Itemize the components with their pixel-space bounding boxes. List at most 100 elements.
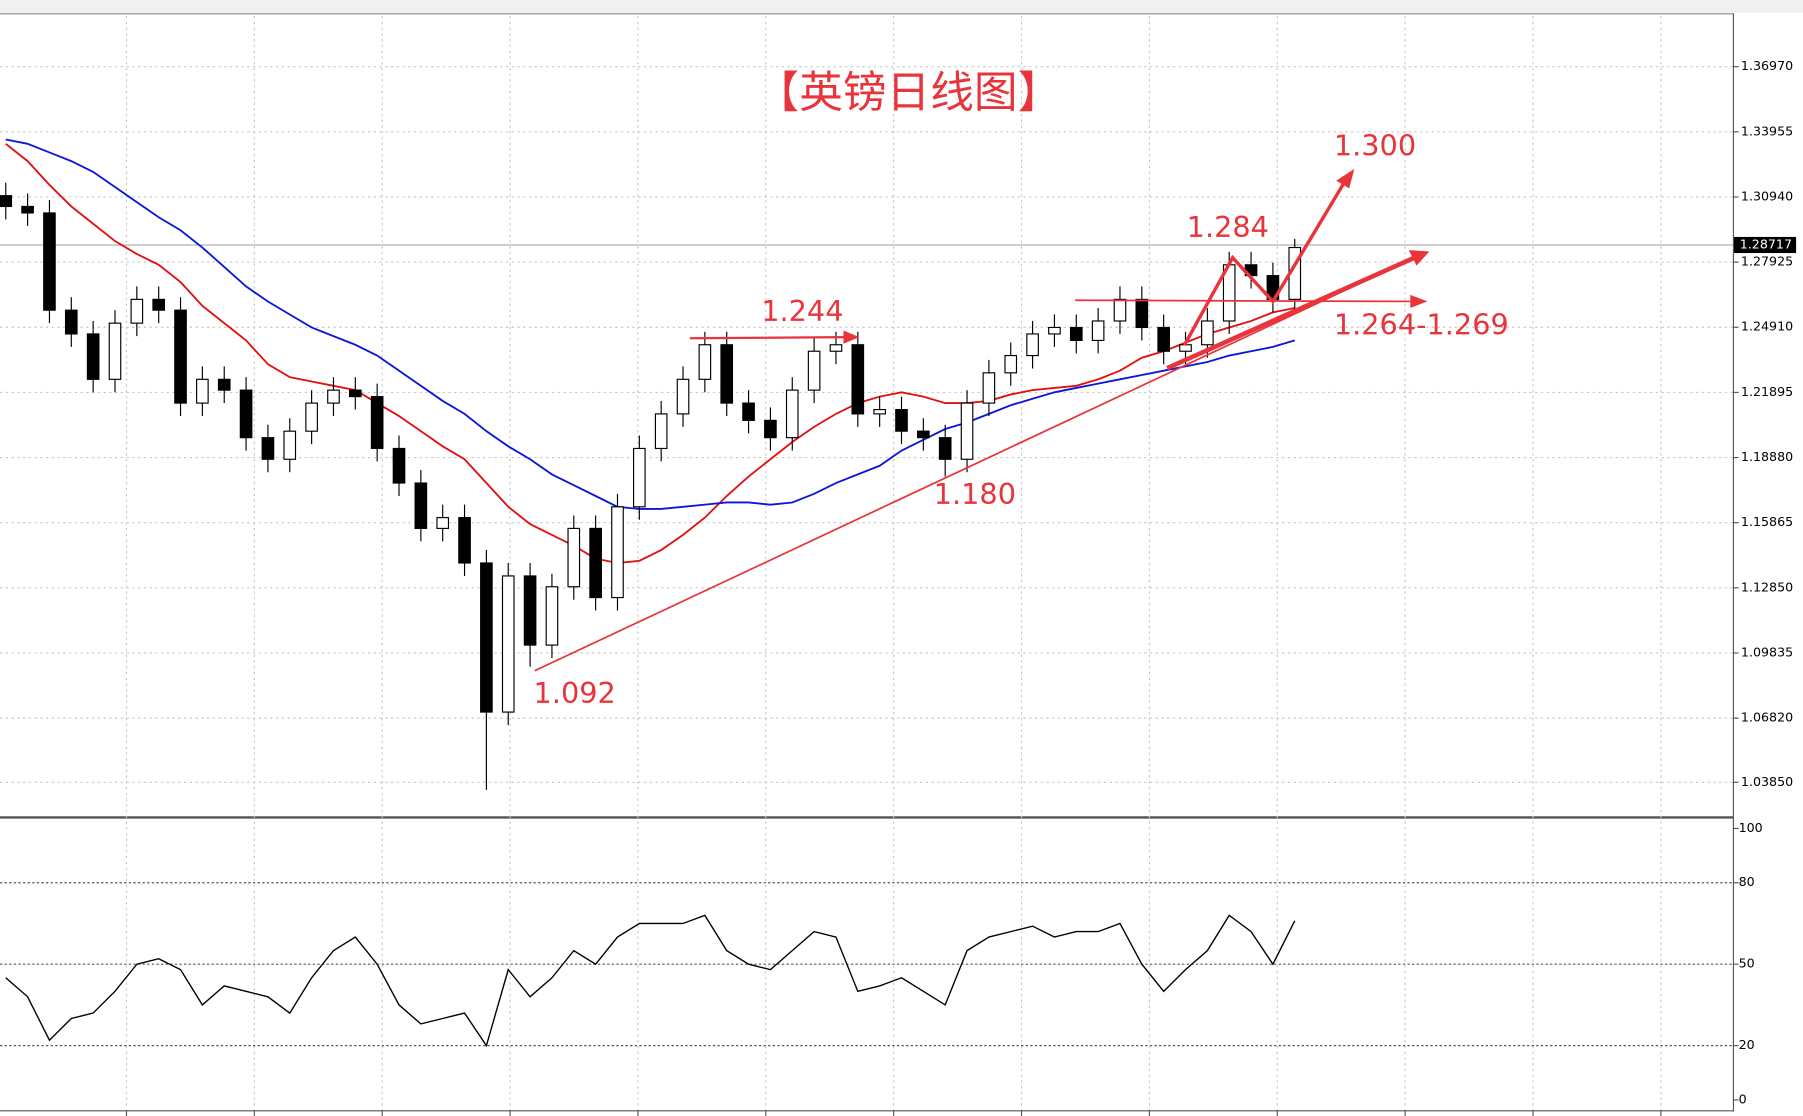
annotation: 1.300 bbox=[1334, 128, 1416, 162]
candle-body bbox=[1113, 298, 1127, 322]
candle-body bbox=[829, 344, 843, 352]
candle-body bbox=[1048, 326, 1061, 335]
y-tick-label: 1.18880 bbox=[1741, 449, 1793, 464]
candle-body bbox=[633, 447, 646, 508]
candle-body bbox=[108, 322, 122, 380]
candle-body bbox=[720, 344, 734, 404]
y-tick-label: 0 bbox=[1739, 1091, 1747, 1106]
candle-body bbox=[327, 389, 340, 404]
candle-body bbox=[1069, 326, 1083, 342]
vertical-grid bbox=[125, 16, 1662, 1116]
annotation: 1.264-1.269 bbox=[1334, 308, 1509, 342]
y-tick-label: 100 bbox=[1739, 820, 1763, 835]
current-price-box bbox=[1734, 236, 1797, 254]
candle-body bbox=[698, 344, 712, 380]
y-tick-label: 50 bbox=[1739, 956, 1755, 971]
candle-body bbox=[261, 437, 275, 460]
candle-body bbox=[807, 350, 821, 391]
candle-body bbox=[567, 527, 581, 588]
y-tick-label: 1.27925 bbox=[1741, 254, 1793, 269]
trend-line bbox=[1166, 255, 1416, 371]
candle-body bbox=[960, 402, 974, 460]
trend-lines bbox=[534, 168, 1430, 672]
plot bbox=[0, 138, 1302, 1048]
candle-body bbox=[589, 527, 602, 599]
y-tick-label: 1.33955 bbox=[1741, 123, 1793, 138]
moving-average bbox=[5, 138, 1296, 510]
candle-body bbox=[239, 389, 253, 439]
candle-body bbox=[1004, 354, 1018, 374]
candle-body bbox=[1201, 320, 1214, 346]
annotation: 1.180 bbox=[934, 477, 1016, 511]
top-bar bbox=[0, 0, 1803, 13]
candle-body bbox=[348, 389, 362, 398]
candle-body bbox=[501, 575, 515, 713]
y-tick-label: 20 bbox=[1739, 1037, 1755, 1052]
candle-body bbox=[742, 402, 755, 421]
arrow-head bbox=[843, 330, 860, 344]
y-tick-label: 1.24910 bbox=[1741, 319, 1793, 334]
candle-body bbox=[86, 333, 100, 380]
arrow-head bbox=[1336, 168, 1355, 189]
resistance-line bbox=[689, 335, 847, 340]
candle-body bbox=[1026, 333, 1039, 357]
projection bbox=[1182, 179, 1347, 346]
y-tick-label: 80 bbox=[1739, 874, 1755, 889]
candle-body bbox=[196, 378, 209, 404]
candle-body bbox=[436, 517, 450, 529]
candle-body bbox=[305, 402, 318, 432]
arrow-head bbox=[1410, 294, 1428, 309]
current-price-label: 1.28717 bbox=[1740, 236, 1792, 251]
candle-body bbox=[676, 378, 690, 415]
y-tick-label: 1.06820 bbox=[1741, 710, 1793, 725]
candle-body bbox=[654, 413, 668, 450]
arrow-head bbox=[1408, 250, 1430, 266]
candle-body bbox=[458, 517, 471, 564]
candle-body bbox=[414, 482, 428, 529]
annotation: 1.244 bbox=[761, 294, 843, 328]
candle-body bbox=[217, 378, 231, 391]
candle-body bbox=[283, 430, 297, 460]
y-tick-label: 1.21895 bbox=[1741, 384, 1793, 399]
candle-body bbox=[873, 408, 886, 415]
candle-body bbox=[130, 298, 144, 324]
y-tick-label: 1.03850 bbox=[1741, 774, 1793, 789]
candle-body bbox=[895, 408, 908, 432]
candle-body bbox=[917, 430, 930, 439]
annotation: 1.092 bbox=[534, 676, 616, 710]
candle-body bbox=[764, 419, 777, 439]
candle-body bbox=[43, 212, 56, 311]
y-tick-label: 1.30940 bbox=[1741, 188, 1793, 203]
candle-body bbox=[21, 205, 34, 214]
candle-body bbox=[392, 447, 406, 484]
candle-body bbox=[545, 586, 559, 646]
rsi-line bbox=[5, 914, 1296, 1048]
candle-body bbox=[0, 195, 13, 208]
candle-body bbox=[982, 372, 996, 404]
candle-body bbox=[64, 309, 78, 335]
candle-body bbox=[370, 396, 384, 450]
candle-body bbox=[1157, 326, 1170, 352]
y-tick-label: 1.15865 bbox=[1741, 514, 1793, 529]
support-line bbox=[534, 256, 1415, 672]
y-tick-label: 1.09835 bbox=[1741, 644, 1793, 659]
grid: 1.36970 1.33955 1.30940 1.27925 1.24910 1.218… bbox=[0, 58, 1797, 1106]
y-tick-label: 1.36970 bbox=[1741, 58, 1793, 73]
candle-body bbox=[174, 309, 187, 404]
moving-average bbox=[5, 143, 1295, 564]
candle-body bbox=[938, 437, 952, 460]
candle-body bbox=[851, 344, 865, 415]
candle-body bbox=[480, 562, 493, 713]
candle-body bbox=[611, 506, 624, 599]
candle-body bbox=[523, 575, 537, 646]
candle-body bbox=[785, 389, 799, 439]
annotation: 1.284 bbox=[1187, 210, 1269, 244]
resistance-line bbox=[1075, 299, 1413, 303]
candle-body bbox=[152, 298, 166, 311]
candle-body bbox=[1091, 320, 1105, 342]
candle-body bbox=[1135, 298, 1149, 329]
y-tick-label: 1.12850 bbox=[1741, 579, 1793, 594]
chart-title: 【英镑日线图】 bbox=[756, 67, 1062, 118]
